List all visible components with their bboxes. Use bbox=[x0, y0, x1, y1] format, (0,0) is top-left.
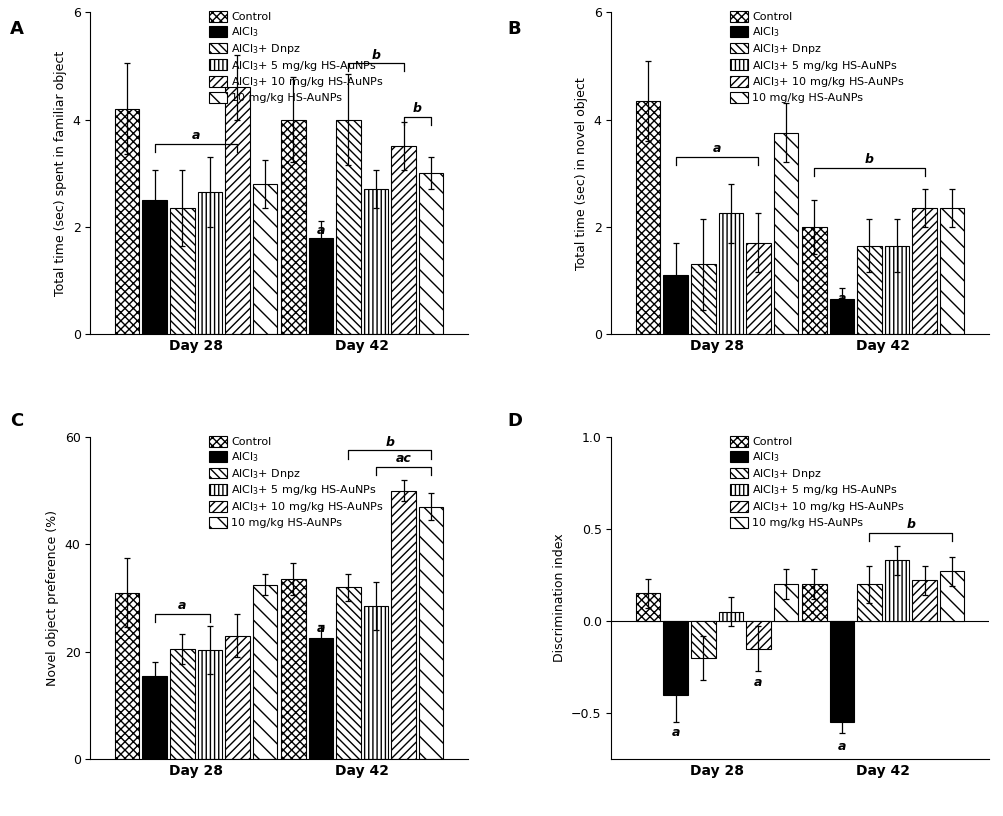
Bar bbox=[745, 243, 770, 334]
Text: a: a bbox=[316, 224, 325, 237]
Bar bbox=[114, 592, 139, 759]
Bar bbox=[857, 584, 881, 621]
Bar bbox=[281, 579, 305, 759]
Bar bbox=[170, 649, 195, 759]
Text: C: C bbox=[10, 412, 23, 430]
Text: a: a bbox=[837, 740, 846, 753]
Y-axis label: Discrimination index: Discrimination index bbox=[552, 534, 565, 663]
Text: ac: ac bbox=[395, 452, 411, 465]
Bar bbox=[690, 621, 715, 658]
Bar bbox=[690, 264, 715, 334]
Bar bbox=[391, 146, 415, 334]
Bar bbox=[857, 246, 881, 334]
Text: B: B bbox=[507, 20, 521, 38]
Bar bbox=[253, 184, 277, 334]
Bar bbox=[939, 208, 964, 334]
Y-axis label: Novel object preference (%): Novel object preference (%) bbox=[46, 510, 59, 686]
Bar bbox=[773, 584, 797, 621]
Text: a: a bbox=[178, 600, 187, 613]
Bar bbox=[225, 87, 250, 334]
Text: b: b bbox=[385, 436, 394, 449]
Bar bbox=[142, 200, 166, 334]
Bar bbox=[801, 584, 825, 621]
Bar bbox=[635, 593, 660, 621]
Bar bbox=[308, 638, 333, 759]
Bar bbox=[225, 636, 250, 759]
Text: b: b bbox=[371, 49, 380, 61]
Bar bbox=[718, 213, 742, 334]
Bar bbox=[663, 275, 687, 334]
Legend: Control, AlCl$_3$, AlCl$_3$+ Dnpz, AlCl$_3$+ 5 mg/kg HS-AuNPs, AlCl$_3$+ 10 mg/k: Control, AlCl$_3$, AlCl$_3$+ Dnpz, AlCl$… bbox=[729, 437, 904, 528]
Text: D: D bbox=[507, 412, 522, 430]
Bar bbox=[884, 246, 909, 334]
Bar bbox=[336, 588, 360, 759]
Bar bbox=[198, 650, 222, 759]
Text: b: b bbox=[412, 102, 421, 115]
Text: a: a bbox=[671, 725, 679, 738]
Y-axis label: Total time (sec) in novel object: Total time (sec) in novel object bbox=[575, 77, 588, 269]
Text: a: a bbox=[316, 622, 325, 635]
Bar bbox=[718, 612, 742, 621]
Text: b: b bbox=[906, 518, 915, 531]
Bar bbox=[939, 571, 964, 621]
Legend: Control, AlCl$_3$, AlCl$_3$+ Dnpz, AlCl$_3$+ 5 mg/kg HS-AuNPs, AlCl$_3$+ 10 mg/k: Control, AlCl$_3$, AlCl$_3$+ Dnpz, AlCl$… bbox=[209, 11, 383, 104]
Bar bbox=[308, 237, 333, 334]
Bar bbox=[114, 109, 139, 334]
Bar bbox=[418, 507, 443, 759]
Bar bbox=[663, 621, 687, 694]
Bar bbox=[363, 606, 388, 759]
Bar bbox=[828, 621, 854, 722]
Bar bbox=[170, 208, 195, 334]
Bar bbox=[635, 100, 660, 334]
Bar bbox=[912, 580, 936, 621]
Text: A: A bbox=[10, 20, 24, 38]
Bar bbox=[773, 133, 797, 334]
Legend: Control, AlCl$_3$, AlCl$_3$+ Dnpz, AlCl$_3$+ 5 mg/kg HS-AuNPs, AlCl$_3$+ 10 mg/k: Control, AlCl$_3$, AlCl$_3$+ Dnpz, AlCl$… bbox=[729, 11, 904, 104]
Bar bbox=[281, 119, 305, 334]
Text: b: b bbox=[864, 153, 873, 166]
Text: a: a bbox=[192, 129, 200, 142]
Bar bbox=[745, 621, 770, 649]
Bar bbox=[336, 119, 360, 334]
Bar bbox=[363, 189, 388, 334]
Bar bbox=[142, 676, 166, 759]
Text: a: a bbox=[753, 676, 762, 690]
Text: a: a bbox=[712, 143, 720, 156]
Bar bbox=[801, 227, 825, 334]
Bar bbox=[391, 490, 415, 759]
Bar bbox=[884, 561, 909, 621]
Text: a: a bbox=[837, 292, 846, 305]
Bar bbox=[198, 192, 222, 334]
Bar bbox=[418, 173, 443, 334]
Legend: Control, AlCl$_3$, AlCl$_3$+ Dnpz, AlCl$_3$+ 5 mg/kg HS-AuNPs, AlCl$_3$+ 10 mg/k: Control, AlCl$_3$, AlCl$_3$+ Dnpz, AlCl$… bbox=[209, 437, 383, 528]
Bar bbox=[912, 208, 936, 334]
Y-axis label: Total time (sec) spent in familiar object: Total time (sec) spent in familiar objec… bbox=[54, 51, 67, 295]
Bar bbox=[253, 584, 277, 759]
Bar bbox=[828, 299, 854, 334]
